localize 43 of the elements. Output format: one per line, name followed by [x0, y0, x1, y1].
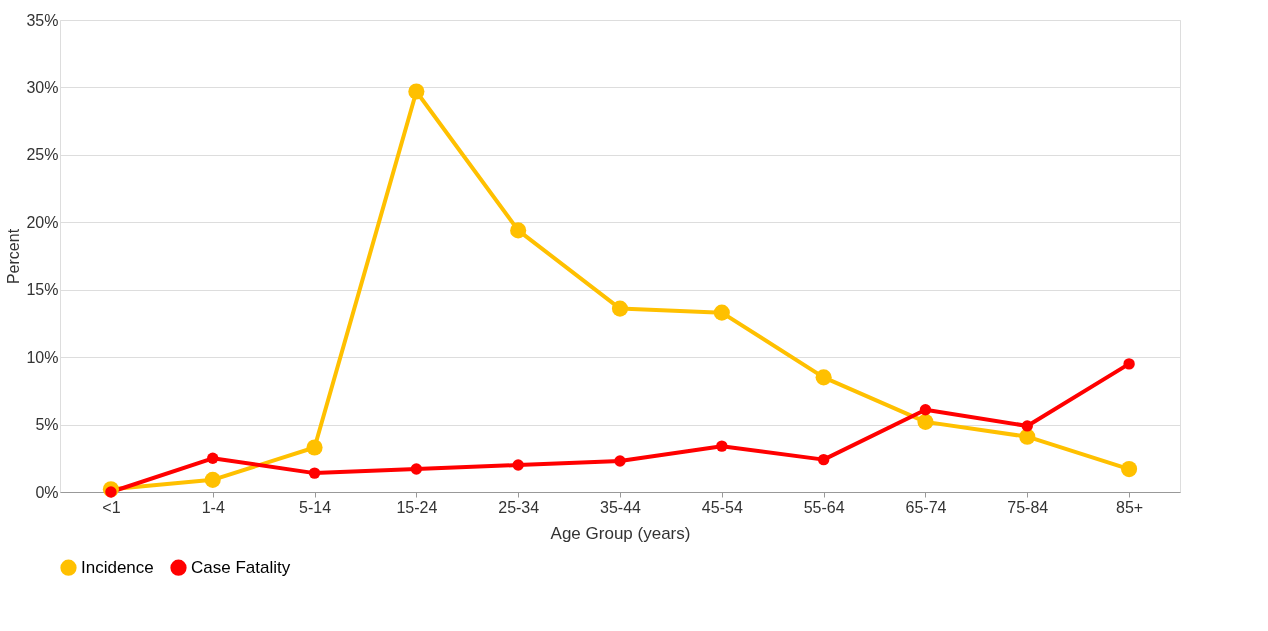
point: [817, 453, 830, 466]
y-tick-label: 5%: [35, 416, 59, 434]
x-tick-label: 85+: [1116, 498, 1144, 516]
y-tick-label: 25%: [26, 146, 59, 164]
point: [716, 440, 728, 452]
x-axis-title: Age Group (years): [550, 523, 691, 543]
point: [917, 413, 934, 430]
x-tick-label: 75-84: [1007, 498, 1049, 516]
point: [815, 369, 832, 386]
point: [1123, 358, 1135, 370]
point: [1019, 428, 1036, 445]
y-tick-label: 35%: [26, 11, 59, 29]
y-tick-label: 0%: [35, 483, 59, 501]
point: [207, 452, 219, 464]
x-tick-label: 35-44: [600, 498, 642, 516]
point: [1021, 420, 1033, 432]
point: [408, 83, 425, 100]
x-tick-label: 45-54: [701, 498, 743, 516]
point: [308, 467, 321, 479]
point: [512, 459, 524, 471]
legend-label: Case Fatality: [191, 557, 291, 577]
point: [306, 439, 323, 456]
point: [611, 300, 629, 317]
point: [713, 304, 730, 321]
x-tick-label: 5-14: [299, 498, 332, 516]
y-tick-label: 30%: [26, 78, 59, 96]
y-tick-label: 15%: [26, 281, 59, 299]
x-tick-label: <1: [102, 498, 121, 516]
legend-label: Incidence: [81, 557, 154, 577]
point: [614, 455, 626, 467]
point: [510, 222, 527, 239]
point: [919, 404, 932, 416]
point: [204, 471, 221, 488]
y-tick-label: 20%: [26, 213, 59, 231]
x-tick-label: 55-64: [803, 498, 845, 516]
x-tick-label: 65-74: [905, 498, 947, 516]
y-axis-title: Percent: [5, 228, 23, 285]
point: [410, 463, 423, 475]
x-tick-label: 15-24: [396, 498, 438, 516]
x-tick-label: 25-34: [498, 498, 540, 516]
point: [1121, 461, 1138, 478]
y-tick-label: 10%: [26, 348, 59, 366]
x-tick-label: 1-4: [201, 498, 225, 516]
